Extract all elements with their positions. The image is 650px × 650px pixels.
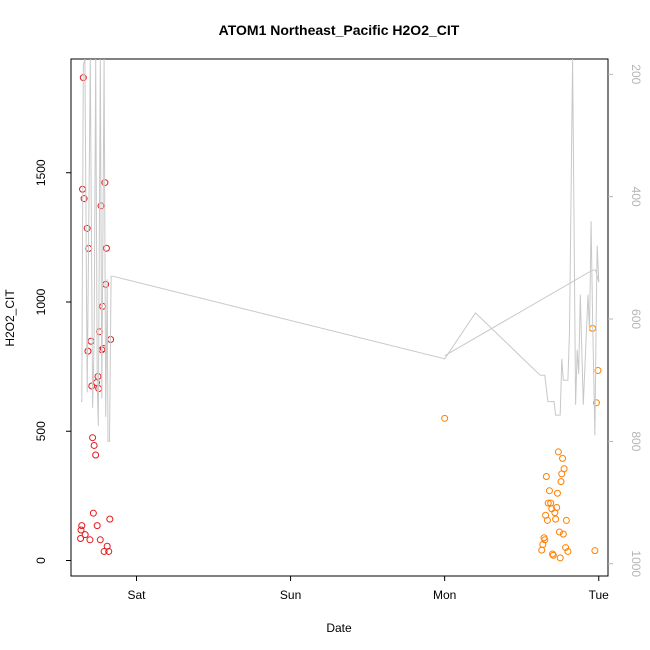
y-tick-label: 1500 xyxy=(34,159,48,186)
flight-2-point xyxy=(541,536,549,544)
flight-1-point xyxy=(90,441,98,449)
flight-2-point xyxy=(564,547,572,555)
x-tick-label: Tue xyxy=(589,588,610,602)
flight-1-point xyxy=(92,451,100,459)
flight-1-point xyxy=(77,526,85,534)
flight-2-point xyxy=(539,540,547,548)
right-tick-label: 600 xyxy=(629,309,643,329)
right-tick-label: 800 xyxy=(629,431,643,451)
y-tick-label: 500 xyxy=(34,421,48,441)
marks-layer: 0 500 1000 1500 Sat Sun Mon Tue 200 400 600 800 1000 xyxy=(34,59,643,602)
right-tick-label: 1000 xyxy=(629,550,643,577)
flight-1-point xyxy=(106,515,114,523)
flight-2-point xyxy=(441,414,449,422)
flight-2-point xyxy=(557,478,565,486)
flight-1-point xyxy=(80,195,88,203)
flight-2-point xyxy=(591,547,599,555)
flight-1-point xyxy=(83,224,91,232)
x-tick-label: Sun xyxy=(280,588,301,602)
flight-2-point xyxy=(549,551,557,559)
flight-1-point xyxy=(96,536,104,544)
flight-2-point xyxy=(562,516,570,524)
flight-2-point xyxy=(592,399,600,407)
flight-1-point xyxy=(88,382,96,390)
flight-2-point xyxy=(554,448,562,456)
flight-2-point xyxy=(538,546,546,554)
flight-2-point xyxy=(559,530,567,538)
x-tick-label: Mon xyxy=(433,588,456,602)
plot-frame xyxy=(70,58,609,577)
flight-2-point xyxy=(594,366,602,374)
flight-2-point xyxy=(553,503,561,511)
flight-1-point xyxy=(78,522,86,530)
y-tick-label: 1000 xyxy=(34,288,48,315)
flight-2-point xyxy=(562,544,570,552)
pressure-line xyxy=(81,59,600,442)
flight-1-point xyxy=(77,535,85,543)
x-tick-label: Sat xyxy=(127,588,146,602)
flight-1-point xyxy=(100,547,108,555)
flight-1-point xyxy=(102,280,110,288)
flight-2-point xyxy=(553,489,561,497)
flight-1-point xyxy=(87,337,95,345)
flight-1-point xyxy=(89,509,97,517)
flight-2-point xyxy=(543,516,551,524)
flight-2-point xyxy=(544,499,552,507)
flight-2-point xyxy=(549,550,557,558)
flight-1-point xyxy=(94,372,102,380)
flight-2-point xyxy=(545,487,553,495)
flight-1-point xyxy=(89,434,97,442)
flight-2-point xyxy=(560,465,568,473)
flight-1-point xyxy=(105,547,113,555)
flight-2-point xyxy=(556,554,564,562)
flight-2-point xyxy=(559,454,567,462)
chart-title: ATOM1 Northeast_Pacific H2O2_CIT xyxy=(219,22,460,38)
flight-2-point xyxy=(555,528,563,536)
flight-2-point xyxy=(552,515,560,523)
flight-2-point xyxy=(542,472,550,480)
x-axis-label: Date xyxy=(326,621,352,635)
right-tick-label: 200 xyxy=(629,64,643,84)
flight-1-point xyxy=(86,536,94,544)
flight-1-point xyxy=(81,531,89,539)
right-tick-label: 400 xyxy=(629,187,643,207)
flight-1-point xyxy=(102,244,110,252)
flight-1-point xyxy=(93,522,101,530)
y-axis-label: H2O2_CIT xyxy=(3,289,17,347)
y-tick-label: 0 xyxy=(34,557,48,564)
